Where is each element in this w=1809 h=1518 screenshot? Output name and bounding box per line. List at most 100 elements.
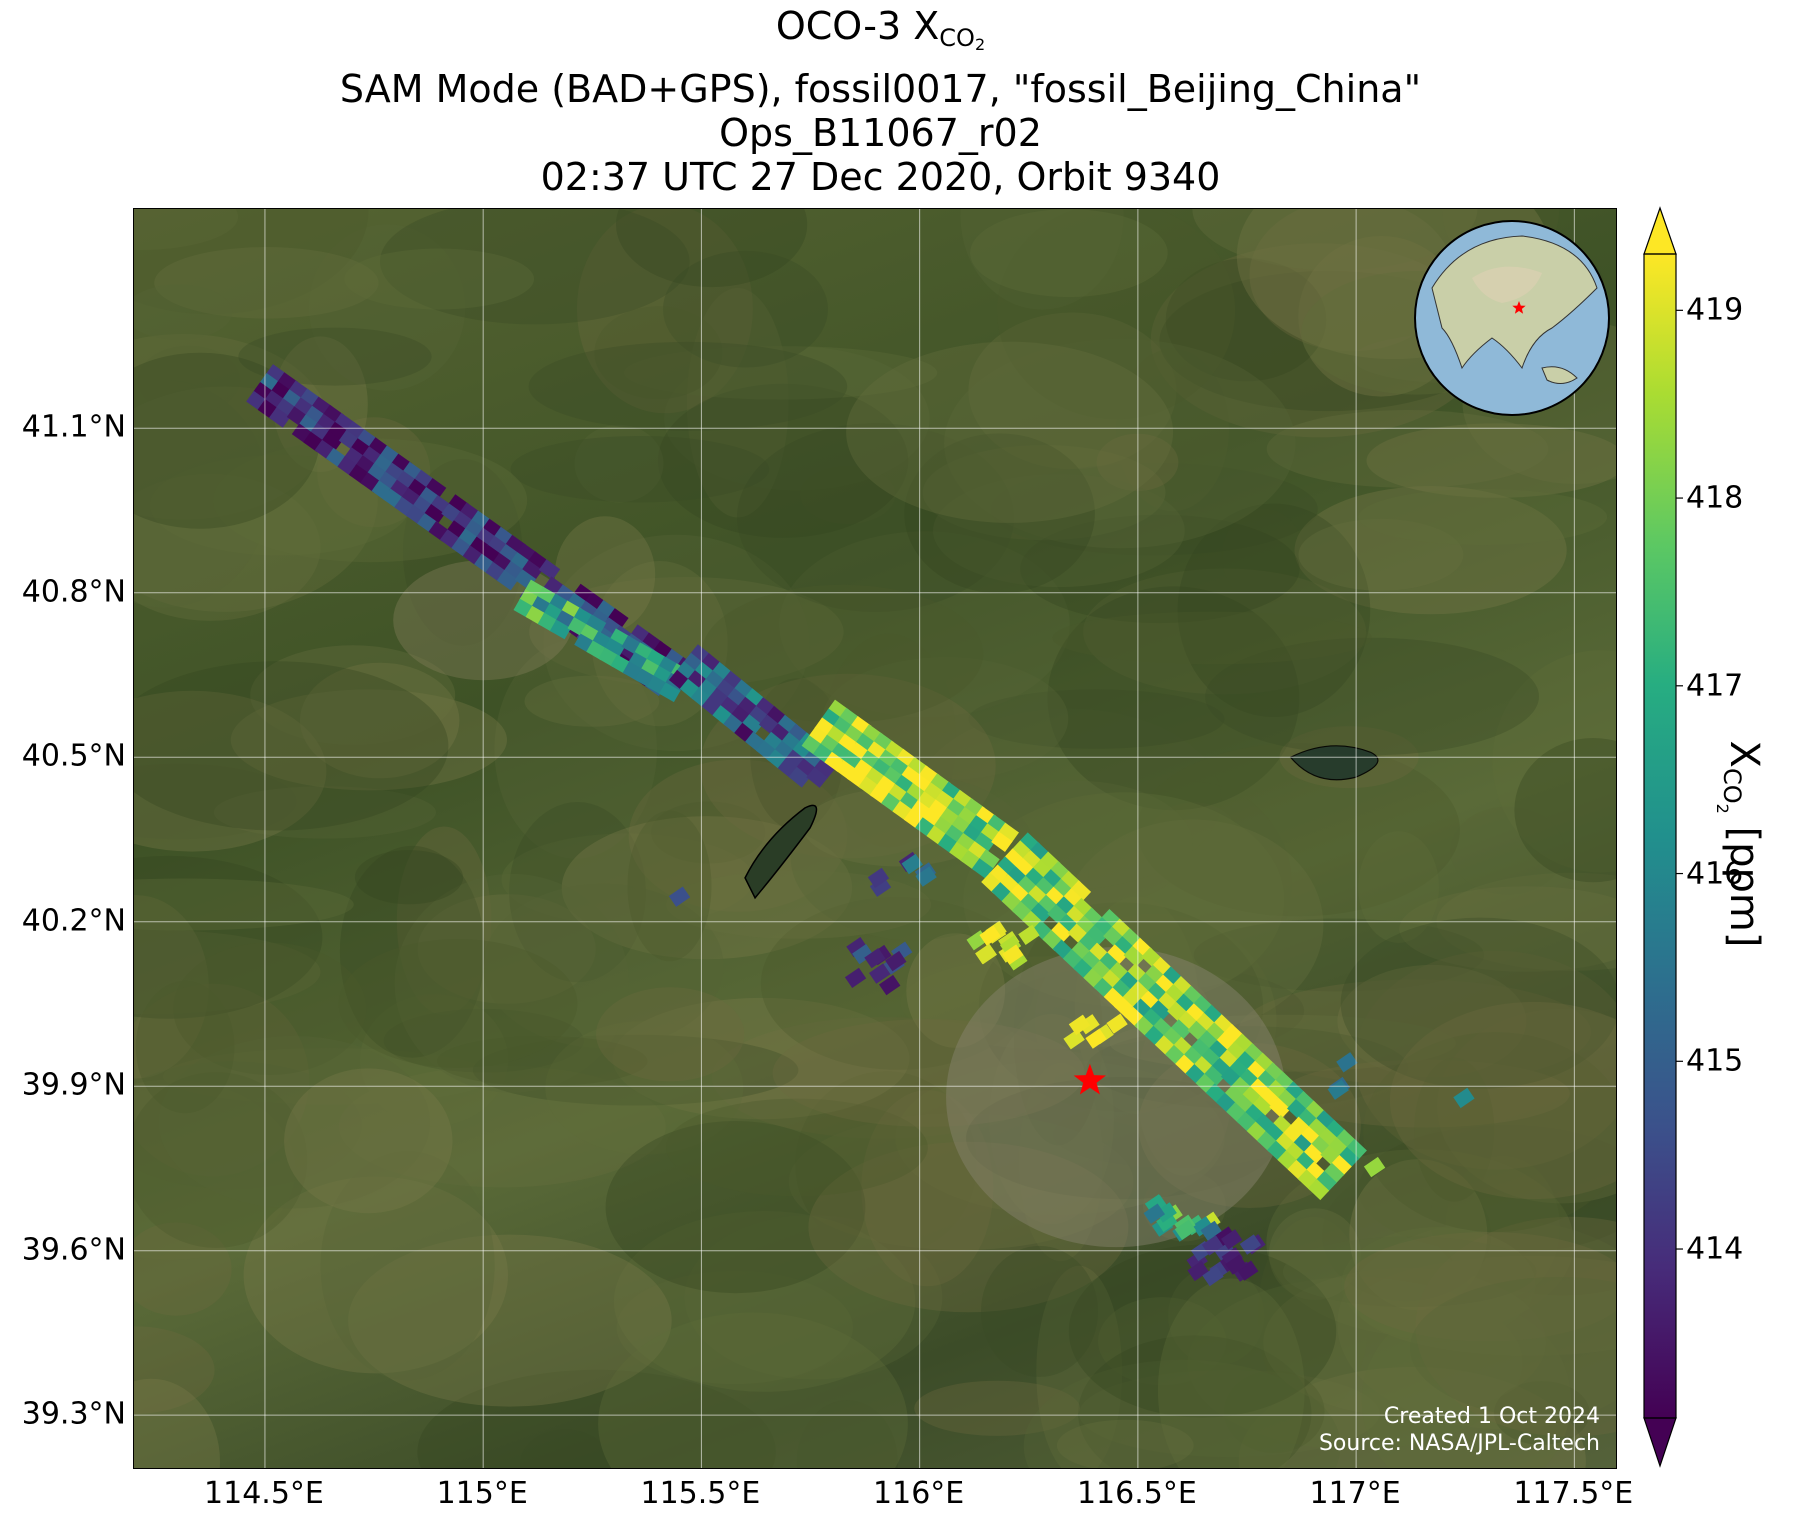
xco2-sounding: [549, 619, 572, 640]
xco2-sounding: [741, 714, 763, 735]
lon-tick-label: 117.5°E: [1513, 1476, 1634, 1511]
xco2-sounding: [915, 866, 937, 887]
xco2-sounding: [1085, 925, 1107, 947]
xco2-sounding: [1221, 1247, 1243, 1268]
map-panel[interactable]: Created 1 Oct 2024 Source: NASA/JPL-Calt…: [133, 208, 1617, 1469]
xco2-sounding: [1323, 1162, 1345, 1184]
satellite-basemap: [134, 209, 1616, 1468]
xco2-sounding: [1203, 1065, 1225, 1087]
title-line-1: OCO-3 XCO2: [775, 4, 986, 54]
colorbar: [1643, 206, 1683, 1468]
xco2-sounding: [321, 430, 343, 452]
lat-tick-label: 39.3°N: [21, 1396, 126, 1432]
xco2-sounding: [979, 925, 1001, 946]
lon-tick-label: 117°E: [1309, 1476, 1401, 1511]
xco2-sounding: [1105, 944, 1128, 966]
xco2-sounding: [1200, 1220, 1222, 1241]
xco2-sounding: [852, 944, 874, 965]
xco2-sounding: [521, 560, 543, 581]
xco2-sounding: [668, 886, 691, 907]
title-line-3: Ops_B11067_r02: [719, 111, 1042, 155]
xco2-sounding: [1269, 1097, 1291, 1119]
xco2-sounding: [901, 853, 923, 875]
xco2-sounding: [1068, 1014, 1091, 1035]
xco2-sounding: [999, 935, 1022, 956]
xco2-sounding: [424, 478, 447, 499]
xco2-sounding: [269, 407, 291, 428]
colorbar-label: XCO2 [ppm]: [1713, 740, 1767, 948]
xco2-sounding: [978, 849, 1000, 870]
lon-tick-label: 116°E: [873, 1476, 965, 1511]
title-line-4: 02:37 UTC 27 Dec 2020, Orbit 9340: [540, 155, 1221, 199]
xco2-sounding: [1069, 880, 1092, 902]
xco2-sounding: [607, 608, 629, 629]
colorbar-tick-label: 416: [1686, 856, 1744, 892]
xco2-sounding: [1002, 944, 1024, 965]
xco2-sounding: [1336, 1052, 1358, 1073]
xco2-sounding: [1156, 1211, 1178, 1232]
xco2-sounding: [885, 950, 907, 972]
colorbar-tick-label: 415: [1686, 1043, 1744, 1079]
map-overlay: [134, 209, 1616, 1468]
xco2-sounding: [1202, 1265, 1224, 1287]
xco2-sounding: [603, 638, 626, 658]
xco2-sounding: [1187, 1260, 1209, 1282]
credit-source: Source: NASA/JPL-Caltech: [1318, 1431, 1600, 1456]
xco2-sounding: [971, 858, 994, 879]
xco2-sounding: [1192, 1216, 1214, 1237]
xco2-sounding: [1363, 1156, 1386, 1178]
xco2-sounding: [1327, 1079, 1349, 1100]
xco2-sounding: [869, 876, 892, 897]
xco2-sounding: [1330, 1154, 1352, 1176]
xco2-sounding: [975, 944, 997, 965]
xco2-sounding: [844, 967, 867, 988]
xco2-sounding: [1149, 1000, 1171, 1022]
xco2-sounding: [1106, 1013, 1128, 1034]
lat-tick-label: 40.8°N: [21, 574, 126, 610]
xco2-sounding: [423, 504, 445, 525]
xco2-sounding: [496, 569, 519, 591]
xco2-sounding: [1221, 1229, 1243, 1250]
lon-tick-label: 116.5°E: [1076, 1476, 1197, 1511]
xco2-sounding: [846, 937, 868, 958]
xco2-sounding: [1155, 1202, 1177, 1223]
xco2-sounding: [867, 867, 890, 888]
credit-created: Created 1 Oct 2024: [1383, 1404, 1600, 1429]
xco2-sounding: [1174, 1219, 1197, 1240]
xco2-sounding: [1338, 1146, 1360, 1168]
xco2-sounding: [1239, 1234, 1262, 1255]
xco2-sounding: [1307, 1179, 1330, 1201]
xco2-sounding: [1169, 1019, 1192, 1041]
figure-title: OCO-3 XCO2 SAM Mode (BAD+GPS), fossil001…: [0, 4, 1761, 199]
lat-tick-label: 39.9°N: [21, 1067, 126, 1103]
xco2-sounding: [1143, 1203, 1165, 1224]
xco2-sounding: [869, 963, 891, 984]
colorbar-tick-label: 418: [1686, 480, 1744, 516]
title-line-2: SAM Mode (BAD+GPS), fossil0017, "fossil_…: [339, 67, 1422, 111]
xco2-sounding: [1315, 1170, 1337, 1192]
xco2-sounding: [991, 831, 1013, 852]
xco2-sounding: [997, 822, 1019, 844]
xco2-sounding: [1225, 1254, 1247, 1275]
lon-tick-label: 114.5°E: [204, 1476, 324, 1511]
xco2-sounding: [585, 614, 607, 635]
xco2-sounding: [1237, 1260, 1259, 1281]
colorbar-tick-label: 419: [1686, 292, 1744, 328]
xco2-sounding: [806, 767, 828, 788]
colorbar-tick-label: 414: [1686, 1231, 1744, 1267]
xco2-sounding: [1063, 1029, 1085, 1050]
lat-tick-label: 39.6°N: [21, 1232, 126, 1268]
xco2-sounding: [879, 974, 901, 996]
lat-tick-label: 40.5°N: [21, 738, 126, 774]
xco2-sounding: [538, 559, 561, 580]
xco2-sounding: [1123, 945, 1145, 967]
xco2-sounding: [813, 758, 835, 780]
xco2-sounding: [973, 832, 995, 853]
xco2-sounding: [1029, 902, 1051, 924]
xco2-sounding: [1453, 1087, 1475, 1109]
globe-inset-icon: [1414, 220, 1610, 416]
target-star-icon: [1073, 1063, 1106, 1095]
lon-tick-label: 115°E: [436, 1476, 528, 1511]
lat-tick-label: 41.1°N: [21, 409, 126, 445]
xco2-sounding: [1251, 1095, 1273, 1117]
